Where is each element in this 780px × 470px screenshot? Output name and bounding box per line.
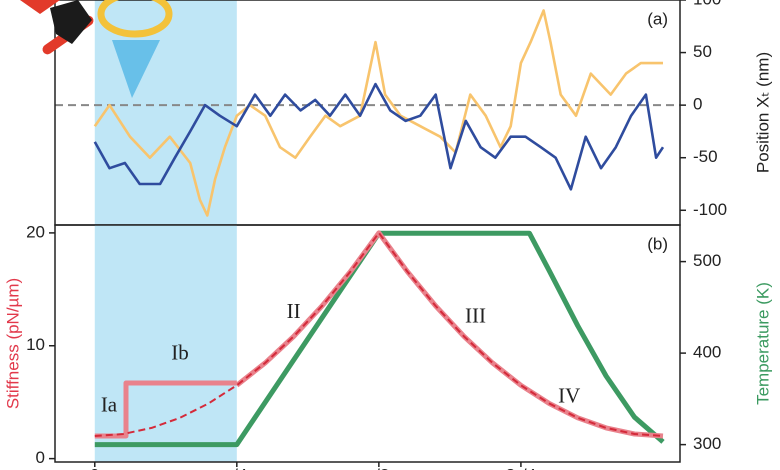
y-tick-label: 100: [693, 0, 721, 8]
annotation: Ia: [101, 393, 118, 417]
panel-label: (a): [647, 9, 668, 28]
x-tick-label: τ/2: [368, 465, 389, 470]
y-tick-label: 0: [36, 448, 45, 467]
annotation: Ib: [171, 341, 189, 365]
annotation: IV: [558, 383, 580, 407]
series-line: [93, 9, 663, 217]
x-tick-label: 3τ/4: [506, 465, 536, 470]
plot-frame: [54, 224, 681, 463]
y-tick-label: 10: [26, 335, 45, 354]
y-tick-label: 0: [693, 95, 702, 114]
y-tick-label: -50: [693, 147, 718, 166]
annotation: III: [465, 303, 486, 327]
y-tick-label: -100: [693, 200, 727, 219]
series-line: [235, 230, 664, 439]
series-line: [94, 230, 665, 448]
y-tick-label: 50: [693, 42, 712, 61]
y-axis-title: Position Xₜ (nm): [753, 52, 772, 173]
y-axis-title: Stiffness (pN/µm): [3, 278, 22, 409]
series-line: [93, 82, 665, 191]
panel-label: (b): [647, 234, 668, 253]
y-tick-label: 400: [693, 343, 721, 362]
x-tick-label: 0: [90, 465, 99, 470]
y2-axis-title: Temperature (K): [753, 282, 772, 405]
annotation: II: [287, 299, 301, 323]
shaded-region: [94, 225, 237, 462]
y-tick-label: 300: [693, 434, 721, 453]
series-line: [94, 380, 237, 439]
y-tick-label: 20: [26, 222, 45, 241]
tweezers-icon: [20, 0, 173, 98]
x-tick-label: τ/4: [226, 465, 247, 470]
y-tick-label: 500: [693, 251, 721, 270]
